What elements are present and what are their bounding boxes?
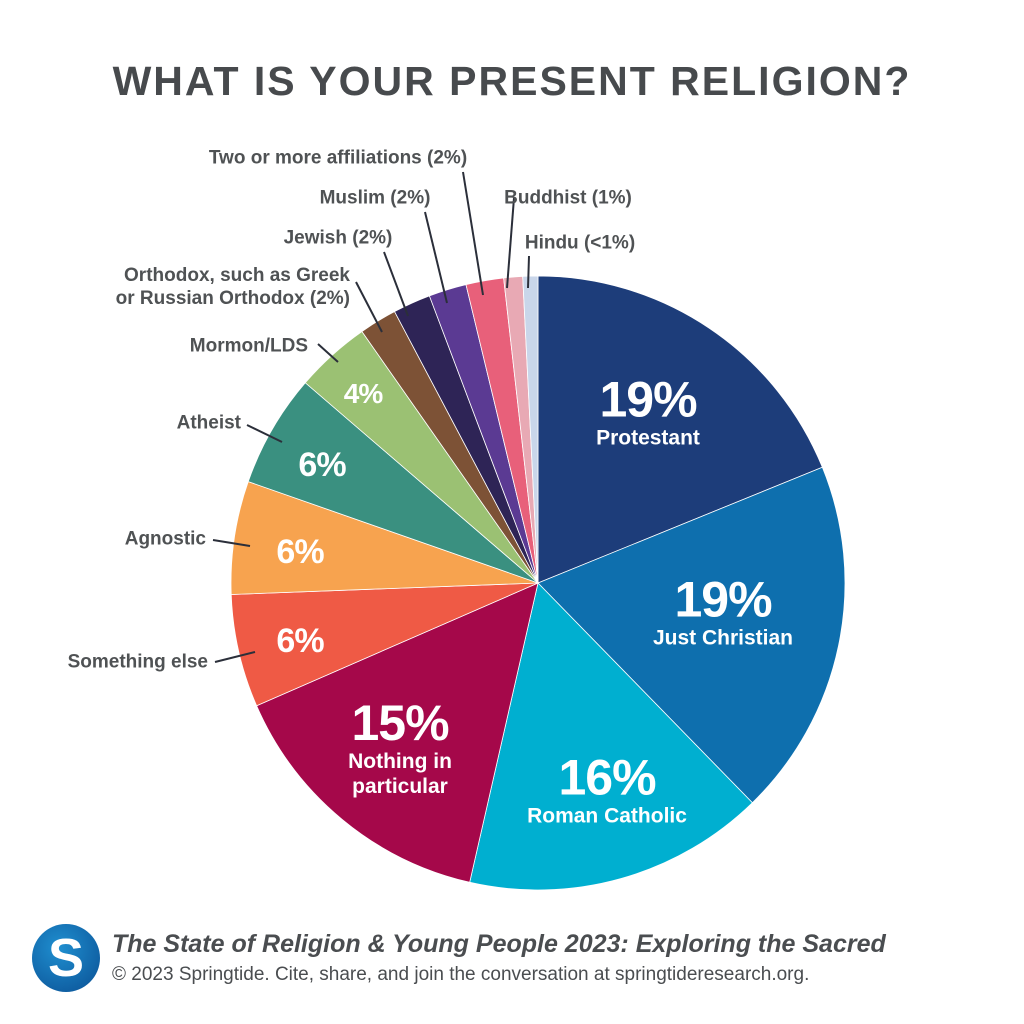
value-label: 16% [558,749,656,806]
pie-slice [469,582,753,891]
category-label: Mormon/LDS [189,335,308,357]
slice-label: 19% Just Christian [653,574,793,651]
leader-line [355,281,383,333]
value-label: 15% [351,695,449,751]
value-label: 6% [276,622,324,660]
category-label: Buddhist (1%) [504,187,632,209]
category-label: Just Christian [652,626,794,650]
category-label: Atheist [176,412,241,434]
slice-label: 19% Protestant [596,374,700,451]
category-label: Agnostic [124,528,206,550]
value-label: 6% [276,533,324,571]
value-label: 6% [298,446,346,484]
leader-line [212,539,251,547]
value-label: 19% [599,371,697,428]
category-label: Two or more affiliations (2%) [208,147,468,169]
pie-slice [522,275,539,584]
pie-slice [256,582,539,883]
leader-line [214,651,256,663]
category-label: Jewish (2%) [283,227,393,249]
leader-line [506,197,515,289]
leader-lines [212,171,530,663]
leader-line [424,211,448,304]
value-label: 4% [343,375,383,413]
slice-label: 16% Roman Catholic [527,752,687,829]
category-label: Hindu (<1%) [524,232,636,254]
credit: © 2023 Springtide. Cite, share, and join… [112,964,810,985]
pie [230,275,846,891]
value-label: 6% [298,446,346,484]
value-label: 6% [276,622,324,660]
category-label: Protestant [596,426,700,450]
leader-line [317,343,339,363]
value-label: 4% [343,378,383,409]
pie-slice [537,275,823,584]
logo: S [32,924,100,992]
pie-slice [537,466,846,804]
leader-line [527,255,530,289]
category-label: Muslim (2%) [319,187,431,209]
category-label: Roman Catholic [527,804,687,828]
value-label: 6% [276,533,324,571]
chart-title: WHAT IS YOUR PRESENT RELIGION? [112,58,912,104]
category-label: Orthodox, such as Greek or Russian Ortho… [115,265,350,309]
category-label: Nothing in particular [348,750,452,798]
slice-label: 15% Nothing in particular [348,697,452,799]
leader-line [246,424,283,443]
category-label: Something else [67,651,208,673]
source-title: The State of Religion & Young People 202… [112,930,886,958]
value-label: 19% [674,571,772,628]
leader-line [462,171,484,296]
leader-line [383,251,409,317]
